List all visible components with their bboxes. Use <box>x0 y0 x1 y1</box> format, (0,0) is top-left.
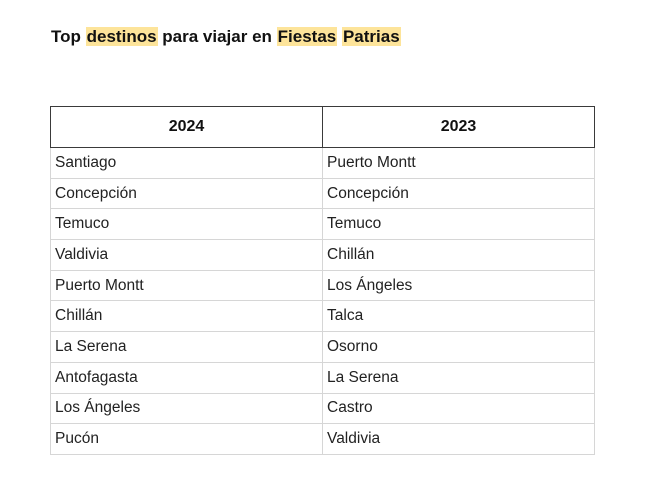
table-cell: Concepción <box>50 177 323 210</box>
table-cell: Valdivia <box>322 423 595 455</box>
table-row: Los Ángeles Castro <box>50 392 595 425</box>
table-cell: Valdivia <box>50 239 323 271</box>
title-word-top: Top <box>51 27 81 46</box>
page-title: Top destinos para viajar en Fiestas Patr… <box>51 26 401 48</box>
table-row: Temuco Temuco <box>50 208 595 241</box>
table-row: Puerto Montt Los Ángeles <box>50 269 595 302</box>
table-cell: Chillán <box>322 239 595 271</box>
table-row: Antofagasta La Serena <box>50 361 595 394</box>
table-row: Pucón Valdivia <box>50 423 595 455</box>
column-header-2023: 2023 <box>322 106 595 148</box>
table-row: Valdivia Chillán <box>50 239 595 271</box>
table-cell: Puerto Montt <box>322 147 595 179</box>
table-row: Santiago Puerto Montt <box>50 147 595 179</box>
table-cell: Concepción <box>322 177 595 210</box>
title-highlight-destinos: destinos <box>85 27 158 46</box>
table-cell: Temuco <box>322 208 595 241</box>
title-highlight-patrias: Patrias <box>341 27 401 46</box>
table-header-row: 2024 2023 <box>50 106 595 148</box>
table-row: Concepción Concepción <box>50 177 595 210</box>
table-cell: Talca <box>322 300 595 333</box>
table-row: La Serena Osorno <box>50 331 595 363</box>
column-header-2024: 2024 <box>50 106 323 148</box>
table-cell: La Serena <box>50 331 323 363</box>
table-cell: Temuco <box>50 208 323 241</box>
table-cell: Santiago <box>50 147 323 179</box>
table-cell: La Serena <box>322 361 595 394</box>
table-cell: Antofagasta <box>50 361 323 394</box>
destinations-table: 2024 2023 Santiago Puerto Montt Concepci… <box>50 106 595 455</box>
title-highlight-fiestas: Fiestas <box>276 27 338 46</box>
table-cell: Pucón <box>50 423 323 455</box>
table-row: Chillán Talca <box>50 300 595 333</box>
table-cell: Los Ángeles <box>322 269 595 302</box>
table-cell: Osorno <box>322 331 595 363</box>
table-cell: Castro <box>322 392 595 425</box>
table-cell: Puerto Montt <box>50 269 323 302</box>
title-word-para-viajar-en: para viajar en <box>162 27 272 46</box>
table-cell: Los Ángeles <box>50 392 323 425</box>
table-cell: Chillán <box>50 300 323 333</box>
